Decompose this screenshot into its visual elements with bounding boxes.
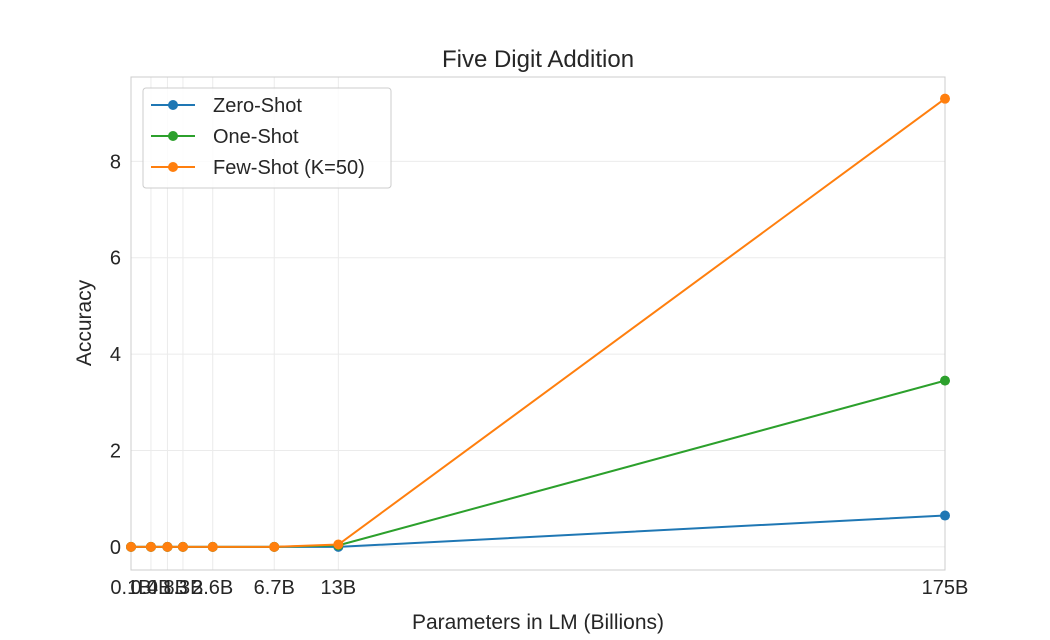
x-tick-label: 0.1B bbox=[110, 577, 151, 599]
chart-title: Five Digit Addition bbox=[442, 46, 634, 73]
legend-item: Few-Shot (K=50) bbox=[151, 157, 365, 179]
data-point bbox=[126, 541, 136, 552]
x-tick-label: 175B bbox=[922, 577, 969, 599]
data-point bbox=[162, 541, 173, 552]
plot-frame bbox=[130, 76, 946, 571]
x-axis-ticks: 0.1B0.4B0.8B1.3B2.6B 6.7B 13B 175B bbox=[110, 577, 968, 599]
x-tick-label: 2.6B bbox=[192, 577, 233, 599]
x-tick-label: 6.7B bbox=[254, 577, 295, 599]
legend-label: One-Shot bbox=[213, 126, 299, 148]
y-tick-label: 2 bbox=[110, 440, 121, 462]
y-tick-label: 6 bbox=[110, 248, 121, 270]
x-tick-label: 0.8B bbox=[147, 577, 188, 599]
x-axis-label: Parameters in LM (Billions) bbox=[412, 611, 664, 634]
y-axis-ticks: 0 2 4 6 8 bbox=[110, 151, 121, 559]
data-point bbox=[940, 510, 950, 521]
legend-swatch-marker bbox=[168, 100, 178, 110]
x-tick-label: 0.4B bbox=[130, 577, 171, 599]
y-tick-label: 8 bbox=[110, 151, 121, 173]
legend-swatch-marker bbox=[168, 162, 178, 172]
series bbox=[126, 93, 950, 552]
legend: Zero-Shot One-Shot Few-Shot (K=50) bbox=[142, 87, 392, 189]
y-tick-label: 0 bbox=[110, 537, 121, 559]
data-point bbox=[940, 93, 950, 104]
data-point bbox=[145, 541, 156, 552]
data-point bbox=[207, 541, 218, 552]
legend-label: Zero-Shot bbox=[213, 95, 302, 117]
data-point bbox=[177, 541, 188, 552]
data-point bbox=[940, 375, 950, 386]
legend-swatch-marker bbox=[168, 131, 178, 141]
legend-box bbox=[142, 87, 392, 189]
data-point bbox=[269, 541, 280, 552]
x-tick-label: 1.3B bbox=[162, 577, 203, 599]
legend-item: One-Shot bbox=[151, 126, 299, 148]
legend-label: Few-Shot (K=50) bbox=[213, 157, 365, 179]
series-few-shot-k-50 bbox=[126, 93, 950, 552]
x-tick-label: 13B bbox=[321, 577, 357, 599]
data-point bbox=[333, 539, 344, 550]
y-tick-label: 4 bbox=[110, 344, 121, 366]
legend-item: Zero-Shot bbox=[151, 95, 302, 117]
y-axis-label: Accuracy bbox=[73, 279, 96, 366]
